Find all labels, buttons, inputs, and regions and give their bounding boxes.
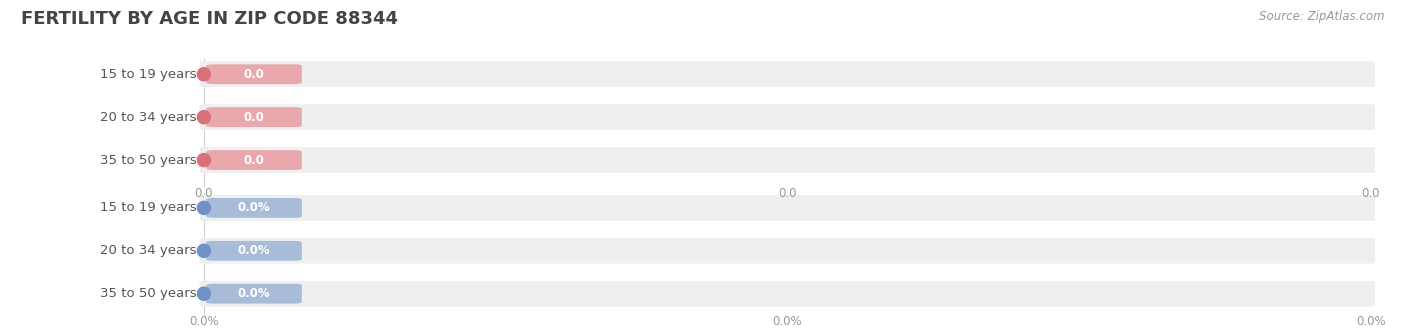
FancyBboxPatch shape: [207, 150, 302, 170]
FancyBboxPatch shape: [200, 104, 1375, 130]
Text: 0.0%: 0.0%: [238, 244, 270, 257]
Text: 0.0: 0.0: [1361, 186, 1381, 200]
Text: 0.0%: 0.0%: [188, 315, 219, 328]
FancyBboxPatch shape: [200, 195, 1375, 221]
FancyBboxPatch shape: [200, 238, 1375, 264]
FancyBboxPatch shape: [207, 64, 302, 84]
Text: 20 to 34 years: 20 to 34 years: [100, 244, 197, 257]
Text: 35 to 50 years: 35 to 50 years: [100, 287, 197, 300]
Ellipse shape: [197, 201, 211, 214]
Ellipse shape: [197, 111, 211, 124]
Text: 0.0%: 0.0%: [238, 201, 270, 214]
Text: 0.0: 0.0: [243, 153, 264, 167]
FancyBboxPatch shape: [207, 284, 302, 304]
FancyBboxPatch shape: [200, 61, 1375, 87]
Ellipse shape: [197, 244, 211, 257]
Text: FERTILITY BY AGE IN ZIP CODE 88344: FERTILITY BY AGE IN ZIP CODE 88344: [21, 10, 398, 28]
FancyBboxPatch shape: [200, 281, 1375, 307]
Ellipse shape: [197, 68, 211, 81]
Text: 0.0: 0.0: [243, 68, 264, 81]
Text: 15 to 19 years: 15 to 19 years: [100, 68, 197, 81]
Text: 15 to 19 years: 15 to 19 years: [100, 201, 197, 214]
Ellipse shape: [197, 153, 211, 167]
Text: 35 to 50 years: 35 to 50 years: [100, 153, 197, 167]
Text: 0.0: 0.0: [778, 186, 797, 200]
FancyBboxPatch shape: [207, 107, 302, 127]
FancyBboxPatch shape: [207, 241, 302, 261]
Text: Source: ZipAtlas.com: Source: ZipAtlas.com: [1260, 10, 1385, 23]
Text: 0.0%: 0.0%: [772, 315, 803, 328]
FancyBboxPatch shape: [207, 198, 302, 218]
FancyBboxPatch shape: [200, 147, 1375, 173]
Text: 0.0%: 0.0%: [238, 287, 270, 300]
Text: 0.0: 0.0: [243, 111, 264, 124]
Text: 0.0%: 0.0%: [1355, 315, 1386, 328]
Ellipse shape: [197, 287, 211, 300]
Text: 20 to 34 years: 20 to 34 years: [100, 111, 197, 124]
Text: 0.0: 0.0: [194, 186, 214, 200]
